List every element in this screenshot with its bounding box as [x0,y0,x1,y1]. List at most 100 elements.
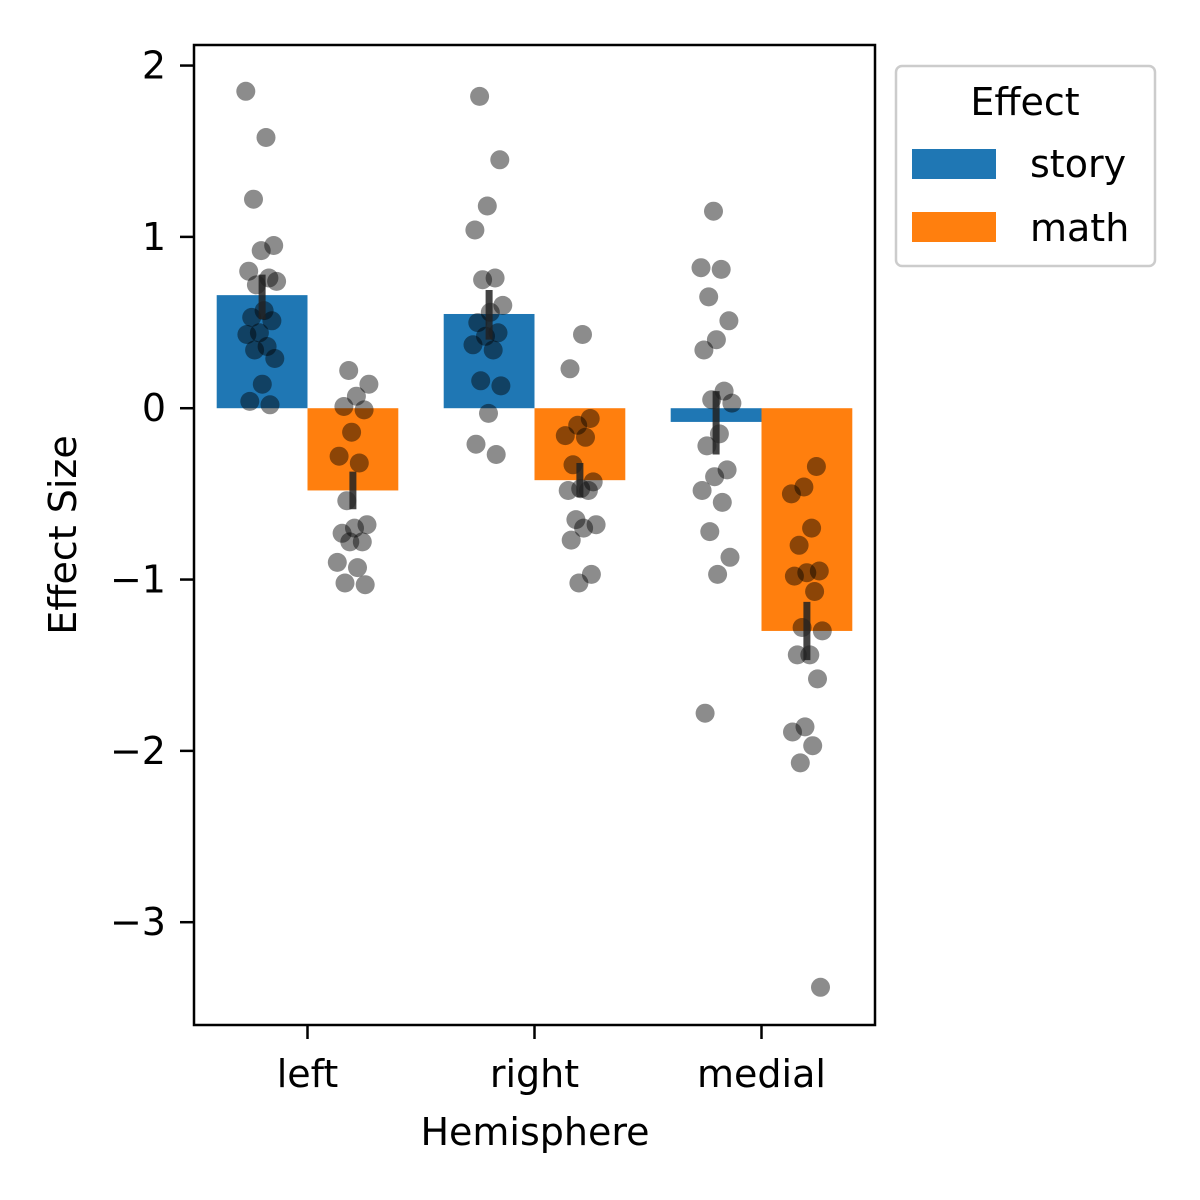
point-story-left [262,311,282,331]
point-math-medial [784,566,804,586]
x-tick-label-right: right [490,1052,579,1096]
point-math-left [345,518,364,538]
point-story-medial [694,340,714,360]
y-tick-label: −2 [110,729,166,773]
point-story-medial [705,467,725,487]
x-tick-label-medial: medial [697,1052,826,1096]
point-story-right [491,376,511,396]
point-story-right [470,86,490,106]
point-story-right [477,196,497,216]
y-tick-label: −3 [110,900,166,944]
point-math-left [332,523,352,543]
point-math-right [555,426,575,446]
point-story-medial [706,330,726,350]
point-story-right [493,295,513,315]
bars-layer [216,295,853,631]
point-story-right [465,220,485,240]
point-math-right [573,325,592,344]
point-story-right [488,323,508,343]
point-math-medial [802,518,822,538]
point-story-medial [697,436,717,456]
point-story-left [251,241,271,261]
point-math-left [335,573,355,593]
x-axis-title: Hemisphere [420,1110,649,1154]
point-story-right [468,313,488,333]
point-story-right [485,268,505,288]
point-story-right [466,434,486,454]
legend: Effect story math [894,64,1157,268]
point-math-right [578,481,598,500]
point-story-medial [695,703,715,723]
point-story-left [245,340,265,360]
y-axis: 2 1 0 −1 −2 −3 [110,44,194,944]
point-math-left [349,453,369,473]
x-tick-label-left: left [277,1052,339,1096]
point-math-right [560,359,580,379]
point-math-medial [794,477,814,497]
point-math-left [354,400,374,420]
point-math-left [334,397,354,416]
point-story-right [471,371,491,391]
point-story-medial [720,547,740,567]
point-story-right [483,340,503,360]
point-math-right [574,518,594,538]
point-story-left [240,391,260,411]
point-math-left [359,374,379,394]
point-math-left [355,575,375,595]
point-math-medial [797,563,817,583]
point-math-medial [790,753,810,773]
point-math-medial [803,736,823,756]
point-math-right [583,472,603,492]
point-story-left [244,189,263,209]
point-story-left [239,261,259,281]
point-math-left [339,361,359,380]
y-tick-label: −1 [110,558,166,602]
y-tick-label: 2 [142,44,166,88]
point-math-medial [781,484,801,504]
point-math-right [558,481,578,500]
point-story-medial [722,393,742,413]
point-story-medial [691,258,711,278]
point-math-right [561,530,581,550]
point-story-left [252,374,272,394]
point-math-left [329,446,349,466]
point-math-left [342,422,362,442]
point-story-right [463,335,483,355]
legend-label-story: story [1030,142,1126,186]
point-math-left [327,552,347,572]
point-story-left [249,323,269,343]
point-math-medial [809,561,829,581]
point-math-medial [812,621,832,641]
point-story-left [237,325,257,344]
point-story-right [473,270,493,290]
point-math-left [348,558,367,578]
point-story-left [242,307,262,327]
point-math-medial [795,717,815,737]
point-story-left [236,81,256,101]
y-tick-label: 0 [142,386,166,430]
y-axis-title: Effect Size [41,435,85,634]
point-math-medial [789,535,809,555]
point-math-right [568,415,588,435]
x-axis: left right medial [277,1025,826,1096]
point-math-right [580,409,600,428]
point-math-left [357,515,377,535]
point-story-right [479,403,498,423]
point-story-left [260,395,280,415]
point-story-medial [717,460,737,480]
point-story-medial [719,311,739,331]
point-story-left [267,271,287,291]
point-math-medial [808,669,827,689]
point-story-medial [700,522,720,542]
point-math-medial [787,645,807,665]
point-math-right [586,515,606,535]
bar-math-medial [761,408,853,631]
strip-points-layer [236,81,832,997]
point-story-left [264,236,284,255]
legend-label-math: math [1030,206,1129,250]
point-math-right [569,573,589,593]
point-story-right [490,150,510,170]
point-math-right [566,510,586,530]
error-bars-layer [258,274,811,661]
